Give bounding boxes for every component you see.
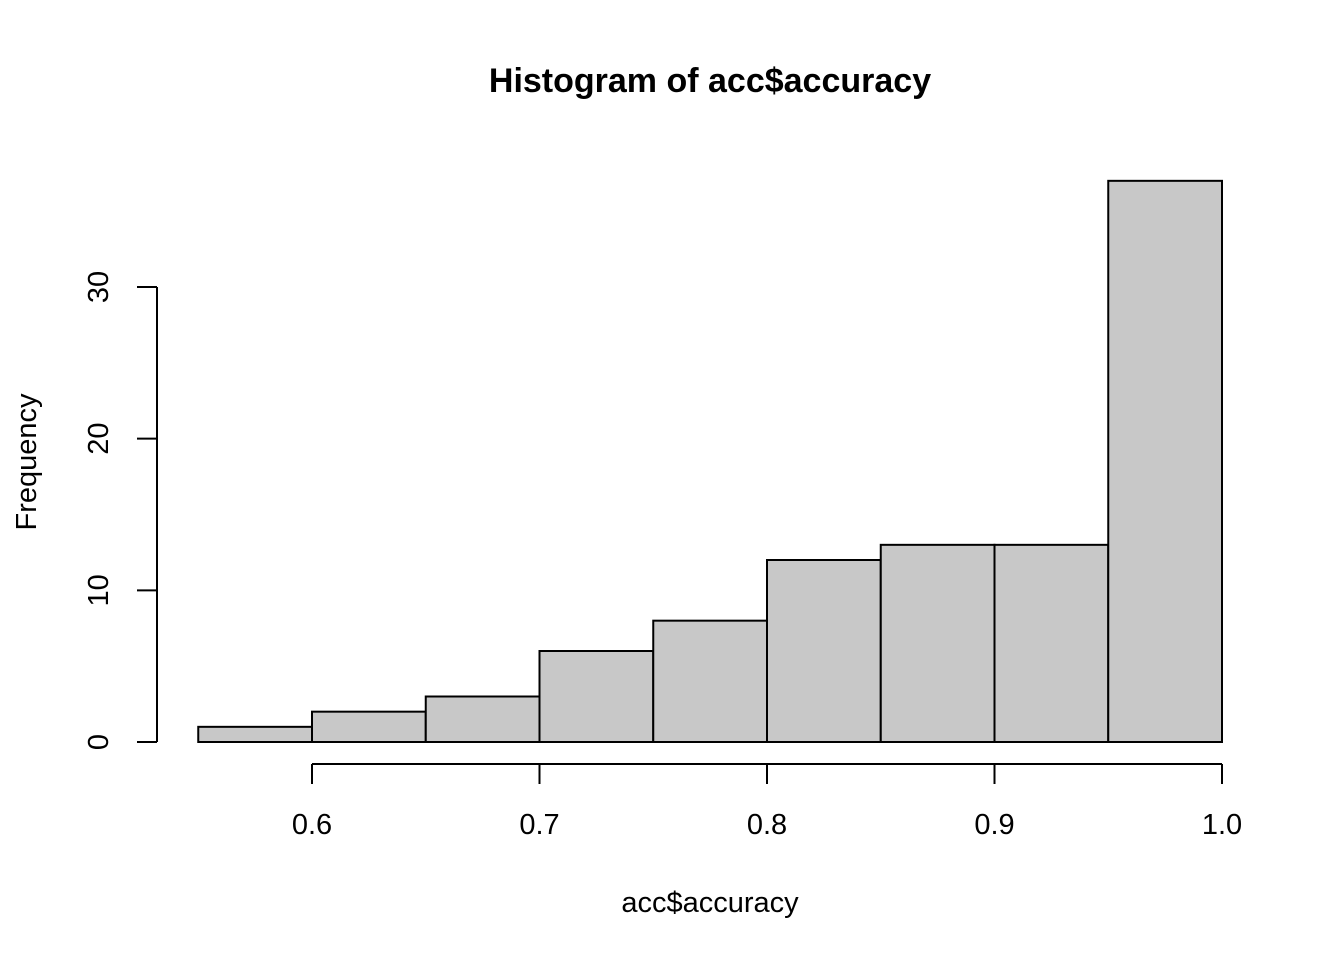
histogram-bar-8 (993, 543, 1110, 743)
x-tick-label: 0.8 (747, 809, 787, 841)
x-tick-label: 0.7 (519, 809, 559, 841)
x-tick-label: 0.6 (292, 809, 332, 841)
bars-group (197, 179, 1223, 744)
y-tick-label: 30 (83, 271, 115, 303)
x-tick-label: 0.9 (974, 809, 1014, 841)
histogram-bar-9 (1107, 179, 1223, 744)
y-tick-label: 20 (83, 423, 115, 455)
histogram-bar-1 (197, 725, 313, 743)
x-axis: 0.6 0.7 0.8 0.9 1.0 (292, 763, 1242, 841)
histogram-bar-5 (652, 619, 768, 744)
chart-title: Histogram of acc$accuracy (489, 62, 931, 100)
histogram-bar-7 (879, 543, 996, 743)
y-axis: 0 10 20 30 (83, 271, 158, 750)
y-tick-label: 0 (83, 734, 115, 750)
x-axis-label: acc$accuracy (621, 887, 799, 919)
histogram-bar-3 (424, 695, 541, 743)
histogram-bar-2 (311, 710, 427, 744)
histogram-bar-6 (766, 559, 882, 743)
y-axis-label: Frequency (11, 393, 43, 531)
y-tick-label: 10 (83, 574, 115, 606)
x-tick-label: 1.0 (1202, 809, 1242, 841)
histogram-bar-4 (538, 650, 655, 743)
